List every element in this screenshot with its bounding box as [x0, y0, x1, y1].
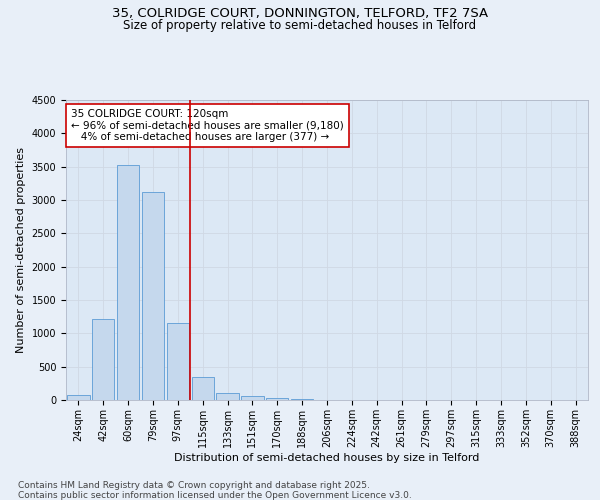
Bar — [142, 192, 164, 400]
X-axis label: Distribution of semi-detached houses by size in Telford: Distribution of semi-detached houses by … — [175, 452, 479, 462]
Bar — [266, 398, 289, 400]
Bar — [291, 399, 313, 400]
Bar — [92, 318, 115, 400]
Text: Size of property relative to semi-detached houses in Telford: Size of property relative to semi-detach… — [124, 18, 476, 32]
Bar — [167, 324, 189, 400]
Text: Contains HM Land Registry data © Crown copyright and database right 2025.: Contains HM Land Registry data © Crown c… — [18, 481, 370, 490]
Text: 35, COLRIDGE COURT, DONNINGTON, TELFORD, TF2 7SA: 35, COLRIDGE COURT, DONNINGTON, TELFORD,… — [112, 8, 488, 20]
Y-axis label: Number of semi-detached properties: Number of semi-detached properties — [16, 147, 26, 353]
Bar — [67, 395, 89, 400]
Bar — [241, 396, 263, 400]
Text: 35 COLRIDGE COURT: 120sqm
← 96% of semi-detached houses are smaller (9,180)
   4: 35 COLRIDGE COURT: 120sqm ← 96% of semi-… — [71, 109, 344, 142]
Text: Contains public sector information licensed under the Open Government Licence v3: Contains public sector information licen… — [18, 491, 412, 500]
Bar — [117, 166, 139, 400]
Bar — [217, 393, 239, 400]
Bar — [191, 378, 214, 400]
